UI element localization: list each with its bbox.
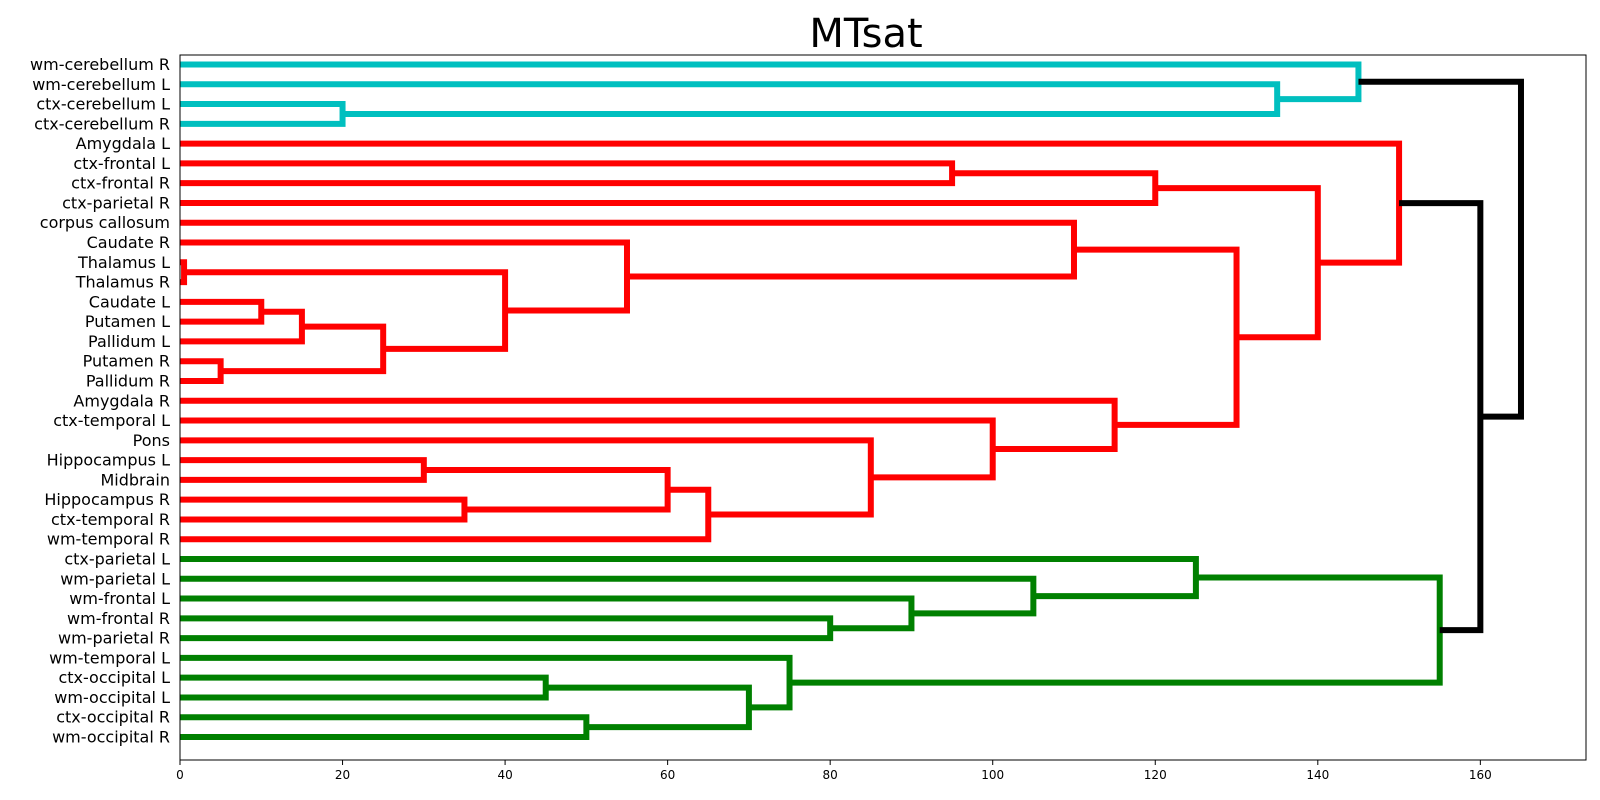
leaf-label: Putamen L bbox=[85, 312, 170, 331]
dendrogram-link bbox=[180, 101, 346, 127]
leaf-label: ctx-parietal R bbox=[62, 193, 170, 212]
dendrogram-link bbox=[180, 437, 874, 518]
dendrogram-link bbox=[180, 397, 1118, 452]
x-tick-label: 60 bbox=[660, 768, 675, 782]
leaf-label: Pallidum L bbox=[88, 332, 170, 351]
leaf-label: ctx-frontal R bbox=[71, 174, 170, 193]
leaf-label: Amygdala L bbox=[76, 134, 170, 153]
leaf-label: wm-occipital R bbox=[52, 728, 170, 747]
x-tick-label: 140 bbox=[1306, 768, 1329, 782]
leaf-label: corpus callosum bbox=[40, 213, 170, 232]
dendrogram-link bbox=[180, 714, 590, 741]
dendrogram-link bbox=[180, 308, 305, 345]
chart-title: MTsat bbox=[809, 11, 922, 57]
dendrogram-link bbox=[180, 575, 1037, 617]
leaf-label: wm-temporal L bbox=[49, 648, 170, 667]
leaf-label: wm-temporal R bbox=[47, 530, 170, 549]
dendrogram-link bbox=[1399, 200, 1484, 634]
dendrogram-link bbox=[180, 170, 1159, 206]
leaf-label: Pons bbox=[133, 431, 170, 450]
dendrogram-link bbox=[1155, 185, 1321, 341]
leaf-label: ctx-temporal L bbox=[53, 411, 170, 430]
leaf-label: ctx-occipital L bbox=[58, 668, 170, 687]
leaf-label: ctx-cerebellum L bbox=[36, 95, 170, 114]
leaf-label: ctx-occipital R bbox=[56, 708, 170, 727]
dendrogram-link bbox=[545, 684, 752, 731]
leaf-label: wm-parietal R bbox=[58, 629, 170, 648]
dendrogram-link bbox=[184, 269, 509, 352]
leaf-label: wm-cerebellum R bbox=[30, 55, 170, 74]
dendrogram-link bbox=[180, 615, 834, 642]
dendrogram-link bbox=[789, 574, 1443, 686]
leaf-label: Thalamus L bbox=[77, 253, 170, 272]
dendrogram-link bbox=[180, 358, 224, 384]
x-tick-label: 0 bbox=[176, 768, 184, 782]
leaf-label: Pallidum R bbox=[86, 371, 170, 390]
leaf-label: Hippocampus R bbox=[44, 490, 170, 509]
leaf-label: wm-parietal L bbox=[60, 569, 170, 588]
leaf-label: Amygdala R bbox=[73, 391, 170, 410]
dendrogram-link bbox=[180, 239, 630, 314]
leaf-label: Thalamus R bbox=[75, 273, 170, 292]
dendrogram-link bbox=[180, 595, 915, 632]
dendrogram-link bbox=[180, 160, 956, 187]
leaf-label: Caudate L bbox=[89, 292, 170, 311]
x-tick-label: 80 bbox=[823, 768, 838, 782]
dendrogram-link bbox=[180, 298, 265, 325]
x-axis: 0 20 40 60 80 100 120 140 160 bbox=[176, 760, 1492, 782]
leaf-label: Putamen R bbox=[83, 352, 170, 371]
leaf-label: ctx-parietal L bbox=[64, 550, 170, 569]
dendrogram-link bbox=[180, 457, 427, 483]
leaf-label: ctx-cerebellum R bbox=[34, 114, 170, 133]
leaf-label: Midbrain bbox=[100, 470, 170, 489]
dendrogram-link bbox=[180, 259, 188, 286]
dendrogram-links bbox=[180, 61, 1524, 741]
plot-frame bbox=[179, 54, 1587, 761]
x-tick-label: 20 bbox=[335, 768, 350, 782]
leaf-label: ctx-temporal R bbox=[51, 510, 170, 529]
x-tick-label: 120 bbox=[1144, 768, 1167, 782]
leaf-labels: wm-cerebellum Rwm-cerebellum Lctx-cerebe… bbox=[30, 55, 170, 747]
leaf-label: wm-frontal R bbox=[67, 609, 170, 628]
dendrogram-link bbox=[180, 674, 549, 701]
leaf-label: ctx-frontal L bbox=[73, 154, 170, 173]
leaf-label: Hippocampus L bbox=[47, 451, 170, 470]
dendrogram-link bbox=[220, 323, 387, 375]
dendrogram-link bbox=[180, 496, 468, 523]
dendrogram-link bbox=[423, 466, 671, 513]
dendrogram-link bbox=[1073, 246, 1240, 428]
leaf-label: wm-cerebellum L bbox=[32, 75, 170, 94]
x-tick-label: 40 bbox=[497, 768, 512, 782]
leaf-label: wm-frontal L bbox=[69, 589, 170, 608]
leaf-label: wm-occipital L bbox=[54, 688, 170, 707]
x-tick-label: 100 bbox=[981, 768, 1004, 782]
leaf-label: Caudate R bbox=[87, 233, 170, 252]
dendrogram-link bbox=[1358, 78, 1524, 420]
x-tick-label: 160 bbox=[1469, 768, 1492, 782]
